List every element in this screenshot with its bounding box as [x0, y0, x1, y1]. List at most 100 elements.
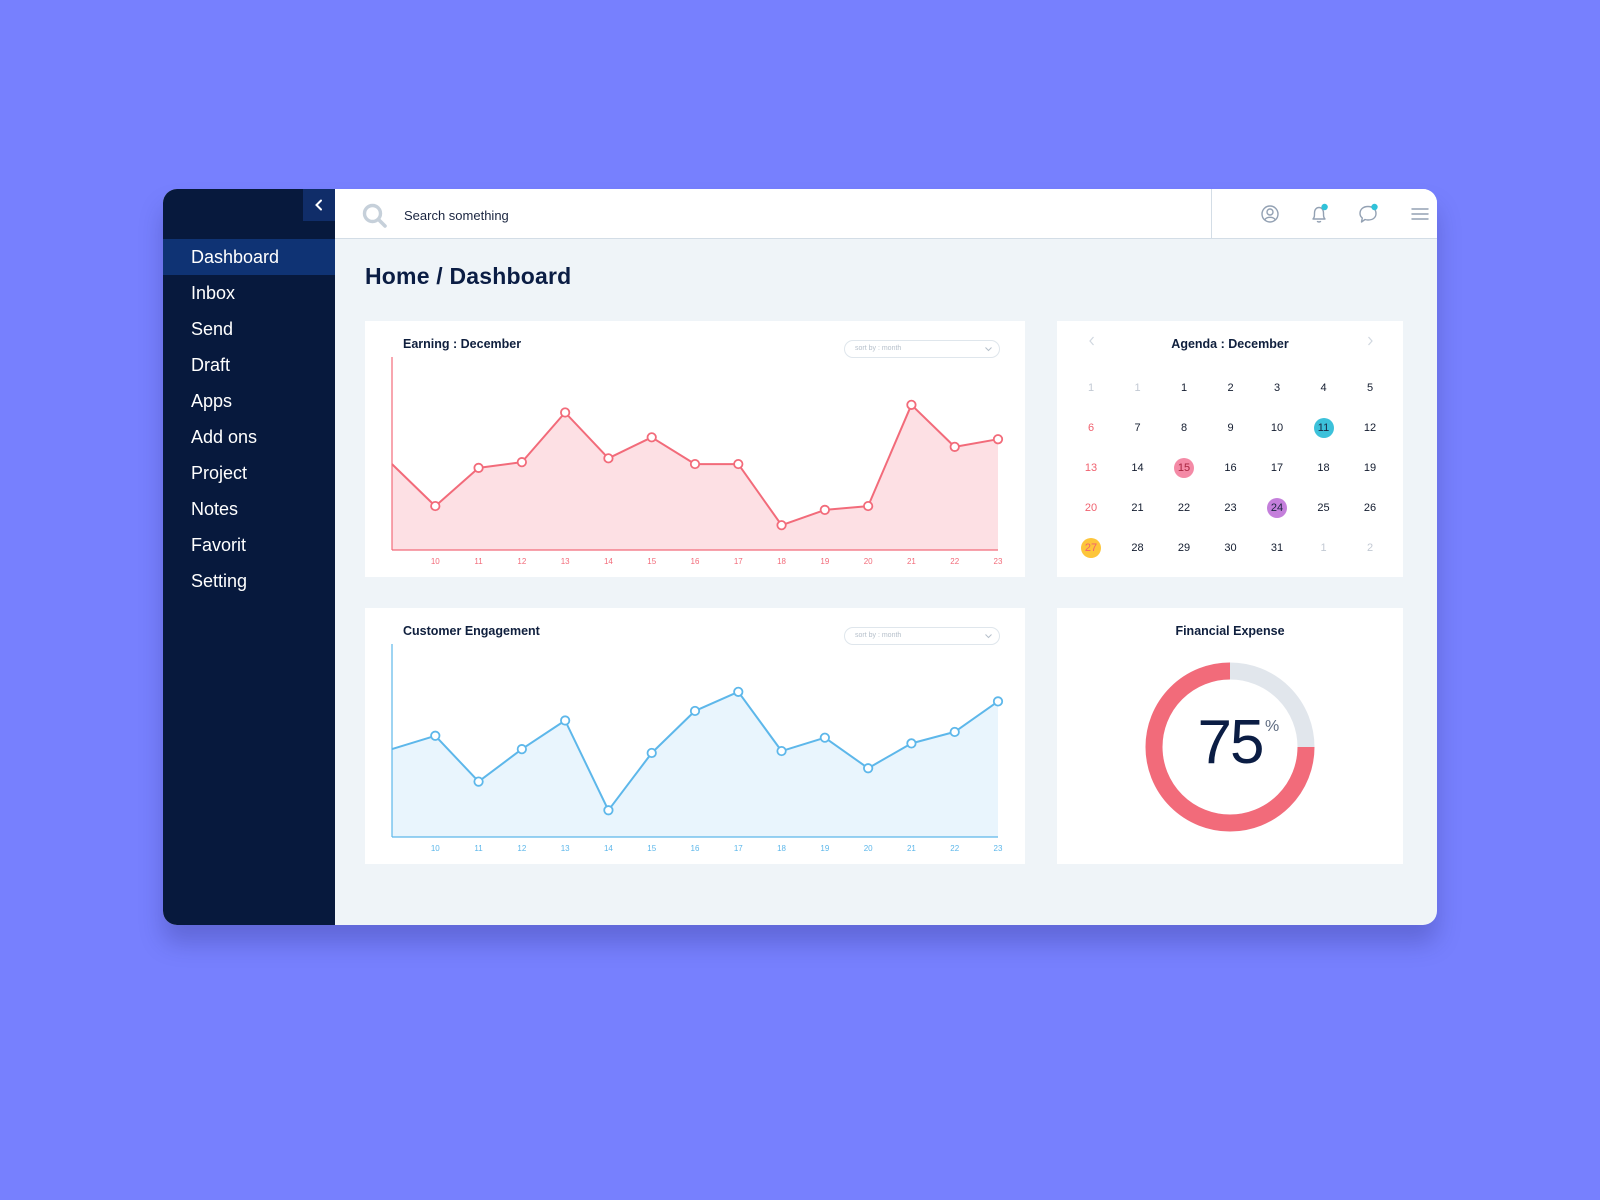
engagement-point[interactable] [949, 726, 960, 738]
calendar-day[interactable]: 1 [1161, 368, 1207, 408]
search-icon[interactable] [362, 203, 388, 229]
calendar-day[interactable]: 15 [1161, 448, 1207, 488]
engagement-point[interactable] [776, 745, 787, 757]
calendar-day-number: 17 [1270, 462, 1284, 474]
earning-point[interactable] [646, 432, 657, 443]
search-input[interactable] [402, 202, 1006, 228]
sidebar-item-notes[interactable]: Notes [191, 499, 239, 519]
menu-icon[interactable] [1407, 201, 1433, 227]
earning-tick-label: 20 [864, 557, 873, 566]
calendar-day[interactable]: 26 [1347, 488, 1393, 528]
engagement-point[interactable] [819, 732, 830, 743]
calendar-day[interactable]: 13 [1068, 448, 1114, 488]
calendar-day[interactable]: 1 [1115, 368, 1161, 408]
engagement-tick-label: 16 [691, 844, 700, 853]
calendar-day[interactable]: 2 [1208, 368, 1254, 408]
engagement-sort-select[interactable]: sort by : month [844, 627, 1000, 645]
earning-point[interactable] [430, 500, 441, 512]
calendar-day[interactable]: 30 [1208, 528, 1254, 568]
sidebar-item-apps[interactable]: Apps [191, 391, 233, 411]
calendar-day[interactable]: 20 [1068, 488, 1114, 528]
sidebar-item-draft[interactable]: Draft [191, 355, 231, 375]
sidebar-item-add-ons[interactable]: Add ons [191, 427, 258, 447]
calendar-day[interactable]: 18 [1301, 448, 1347, 488]
calendar-day[interactable]: 2 [1347, 528, 1393, 568]
sidebar-item-send[interactable]: Send [191, 319, 234, 339]
engagement-point[interactable] [863, 763, 874, 774]
earning-point[interactable] [776, 520, 787, 531]
calendar-day[interactable]: 16 [1208, 448, 1254, 488]
calendar-day-number: 14 [1131, 462, 1144, 474]
calendar-day[interactable]: 17 [1254, 448, 1300, 488]
calendar-day-number: 1 [1320, 542, 1327, 554]
chevron-left-icon[interactable] [1087, 335, 1097, 347]
calendar-day-number: 29 [1177, 542, 1191, 554]
earning-point[interactable] [863, 500, 874, 512]
chevron-right-icon[interactable] [1365, 335, 1375, 347]
earning-point[interactable] [992, 434, 1004, 445]
earning-point[interactable] [603, 453, 614, 464]
engagement-point[interactable] [430, 730, 441, 741]
earning-point[interactable] [733, 458, 744, 470]
earning-sort-label: sort by : month [855, 345, 902, 352]
calendar-day[interactable]: 29 [1161, 528, 1207, 568]
calendar-day-number: 9 [1227, 422, 1234, 434]
sidebar-item-project[interactable]: Project [191, 463, 248, 483]
earning-point[interactable] [949, 441, 960, 452]
earning-point[interactable] [473, 462, 484, 473]
engagement-point[interactable] [646, 747, 657, 759]
calendar-day[interactable]: 22 [1161, 488, 1207, 528]
user-icon[interactable] [1257, 201, 1283, 227]
calendar-day[interactable]: 11 [1301, 408, 1347, 448]
calendar-day[interactable]: 1 [1068, 368, 1114, 408]
engagement-point[interactable] [516, 744, 527, 755]
sidebar-item-inbox[interactable]: Inbox [191, 283, 236, 303]
calendar-day[interactable]: 10 [1254, 408, 1300, 448]
chevron-down-icon [985, 634, 992, 639]
calendar-day-number: 11 [1313, 418, 1334, 438]
earning-sort-select[interactable]: sort by : month [844, 340, 1000, 358]
earning-point[interactable] [906, 399, 917, 410]
engagement-point[interactable] [906, 738, 917, 749]
calendar-day[interactable]: 25 [1301, 488, 1347, 528]
calendar-day[interactable]: 3 [1254, 368, 1300, 408]
engagement-point[interactable] [560, 715, 571, 726]
calendar-day[interactable]: 9 [1208, 408, 1254, 448]
calendar-day[interactable]: 19 [1347, 448, 1393, 488]
message-badge [1371, 203, 1378, 211]
donut-progress [1145, 662, 1315, 832]
engagement-point[interactable] [733, 686, 744, 697]
collapse-sidebar-button[interactable] [303, 189, 335, 221]
calendar-day[interactable]: 1 [1301, 528, 1347, 568]
engagement-point[interactable] [603, 805, 614, 816]
sidebar-item-favorit[interactable]: Favorit [191, 535, 247, 555]
calendar-day[interactable]: 14 [1115, 448, 1161, 488]
calendar-day[interactable]: 23 [1208, 488, 1254, 528]
calendar-day[interactable]: 12 [1347, 408, 1393, 448]
sidebar-item-setting[interactable]: Setting [191, 571, 248, 591]
earning-tick-label: 13 [561, 557, 570, 566]
earning-tick-label: 12 [517, 557, 526, 566]
engagement-area [392, 691, 998, 837]
engagement-point[interactable] [992, 696, 1004, 707]
engagement-tick-label: 21 [907, 844, 916, 853]
calendar-day[interactable]: 8 [1161, 408, 1207, 448]
bell-icon[interactable] [1306, 201, 1332, 227]
earning-point[interactable] [689, 458, 701, 470]
calendar-day[interactable]: 28 [1115, 528, 1161, 568]
earning-point[interactable] [516, 457, 527, 468]
engagement-point[interactable] [689, 705, 701, 717]
earning-point[interactable] [560, 407, 571, 418]
calendar-day[interactable]: 21 [1115, 488, 1161, 528]
engagement-point[interactable] [473, 776, 484, 787]
calendar-day[interactable]: 7 [1115, 408, 1161, 448]
sidebar-item-dashboard[interactable]: Dashboard [163, 239, 335, 275]
calendar-day[interactable]: 27 [1068, 528, 1114, 568]
chat-icon[interactable] [1355, 201, 1381, 227]
calendar-day[interactable]: 31 [1254, 528, 1300, 568]
earning-point[interactable] [819, 504, 830, 515]
calendar-day[interactable]: 24 [1254, 488, 1300, 528]
calendar-day[interactable]: 4 [1301, 368, 1347, 408]
calendar-day[interactable]: 6 [1068, 408, 1114, 448]
calendar-day[interactable]: 5 [1347, 368, 1393, 408]
